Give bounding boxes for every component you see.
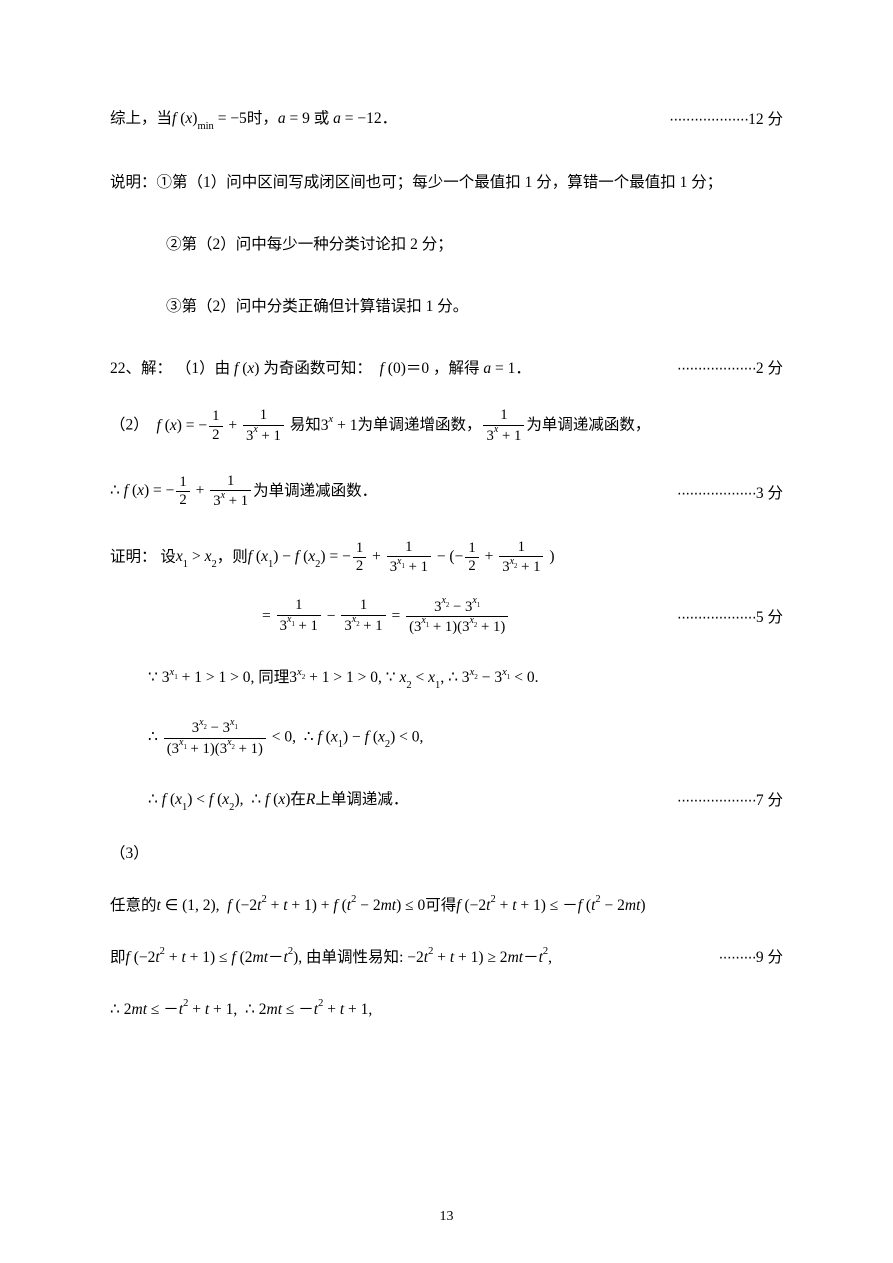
score: ···················3 分 <box>677 481 783 503</box>
dots: ··················· <box>669 111 748 128</box>
proof-step2: = 13x1 + 1 − 13x2 + 1 = 3x2 − 3x1(3x1 + … <box>110 598 783 636</box>
txt: 可得 <box>425 897 456 914</box>
p3-line3: ∴ 2mt ≤ －t2 + t + 1, ∴ 2mt ≤ －t2 + t + 1… <box>110 997 783 1019</box>
note-text: ①第（1）问中区间写成闭区间也可；每少一个最值扣 1 分，算错一个最值扣 1 分… <box>157 174 723 191</box>
txt: ，解得 <box>433 360 480 377</box>
txt: 设 <box>160 548 176 565</box>
txt: ，则 <box>217 548 248 565</box>
txt: 易知 <box>290 417 321 434</box>
txt: 为单调递减函数． <box>253 482 377 499</box>
score: ···················2 分 <box>677 356 783 378</box>
q22-p1: 22、解： （1）由 f (x) 为奇函数可知： f (0)＝0 ，解得 a =… <box>110 356 783 378</box>
note-text: ②第（2）问中每少一种分类讨论扣 2 分； <box>166 232 453 254</box>
txt: ． <box>382 110 398 127</box>
txt: （1）由 <box>176 360 230 377</box>
txt: （3） <box>110 841 149 863</box>
note-2: ②第（2）问中每少一种分类讨论扣 2 分； <box>110 232 783 254</box>
note-1: 说明：①第（1）问中区间写成闭区间也可；每少一个最值扣 1 分，算错一个最值扣 … <box>110 170 783 192</box>
txt: 在 <box>290 791 306 808</box>
txt: 任意的 <box>110 897 157 914</box>
dots: ··················· <box>677 792 756 809</box>
score-text: 2 分 <box>756 360 783 377</box>
txt: 同理 <box>258 669 289 686</box>
q22-p2-a: （2） f (x) = −12 + 13x + 1 易知3x + 1为单调递增函… <box>110 408 783 444</box>
reason-line: ∵ 3x1 + 1 > 1 > 0, 同理3x2 + 1 > 1 > 0, ∵ … <box>110 665 783 689</box>
score-text: 5 分 <box>756 609 783 626</box>
summary-content: 综上，当f (x)min = −5时，a = 9 或 a = −12． <box>110 106 397 130</box>
concl-7: ∴ f (x1) < f (x2), ∴ f (x)在R上单调递减． ·····… <box>110 787 783 811</box>
score-text: 7 分 <box>756 792 783 809</box>
q-label: 22、解： <box>110 360 172 377</box>
dots: ··················· <box>677 609 756 626</box>
score: ···················5 分 <box>677 605 783 627</box>
dots: ········· <box>718 949 755 966</box>
txt: 为奇函数可知： <box>263 360 372 377</box>
txt: 为单调递增函数， <box>357 417 481 434</box>
page-number: 13 <box>0 1209 893 1225</box>
notes-label: 说明： <box>110 174 157 191</box>
q22-p2-conc: ∴ f (x) = −12 + 13x + 1为单调递减函数． ········… <box>110 474 783 510</box>
txt: 为单调递减函数， <box>526 417 650 434</box>
txt: 时， <box>247 110 278 127</box>
txt: ． <box>515 360 531 377</box>
score: ·········9 分 <box>718 945 783 967</box>
txt: 上单调递减． <box>315 791 408 808</box>
score: ···················12 分 <box>669 107 783 129</box>
p3-line1: 任意的t ∈ (1, 2), f (−2t2 + t + 1) + f (t2 … <box>110 893 783 915</box>
score: ···················7 分 <box>677 788 783 810</box>
txt: 证明： <box>110 548 157 565</box>
score-text: 9 分 <box>756 949 783 966</box>
score-text: 12 分 <box>748 111 783 128</box>
summary-line: 综上，当f (x)min = −5时，a = 9 或 a = −12． ····… <box>110 106 783 130</box>
p3-label: （3） <box>110 841 783 863</box>
txt: （2） <box>110 417 149 434</box>
note-text: ③第（2）问中分类正确但计算错误扣 1 分。 <box>166 294 468 316</box>
proof-line1: 证明： 设x1 > x2，则f (x1) − f (x2) = −12 + 13… <box>110 540 783 576</box>
p3-line2: 即f (−2t2 + t + 1) ≤ f (2mt－t2), 由单调性易知: … <box>110 945 783 967</box>
note-3: ③第（2）问中分类正确但计算错误扣 1 分。 <box>110 294 783 316</box>
dots: ··················· <box>677 485 756 502</box>
therefore-frac: ∴ 3x2 − 3x1(3x1 + 1)(3x2 + 1) < 0, ∴ f (… <box>110 719 783 757</box>
txt: 由单调性易知 <box>306 949 399 966</box>
dots: ··················· <box>677 360 756 377</box>
score-text: 3 分 <box>756 485 783 502</box>
txt: 综上，当 <box>110 110 172 127</box>
txt: 即 <box>110 949 126 966</box>
